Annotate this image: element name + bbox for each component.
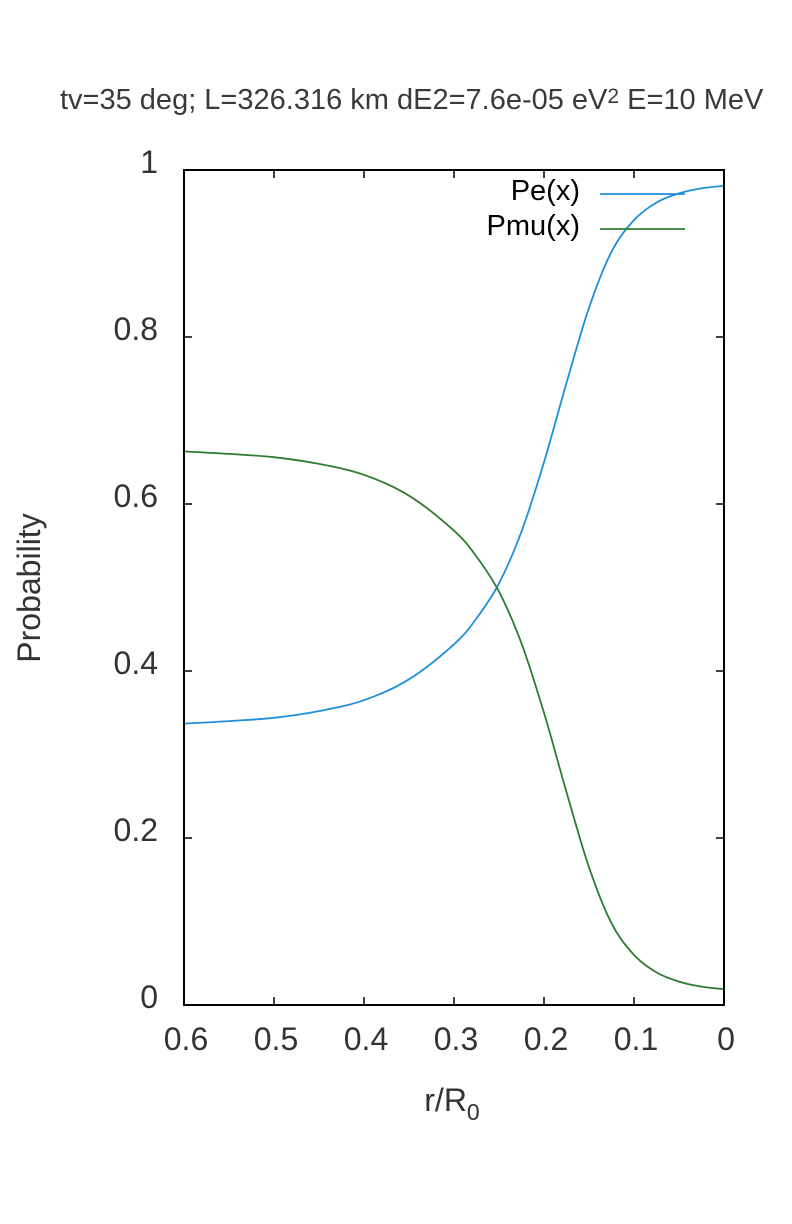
x-axis-label: r/R0 bbox=[424, 1082, 479, 1125]
x-axis-label-subscript: 0 bbox=[467, 1099, 480, 1125]
y-tick-label: 0.2 bbox=[114, 812, 158, 848]
y-tick-label: 0.6 bbox=[114, 478, 158, 514]
y-tick-label: 0.4 bbox=[114, 645, 158, 681]
legend-label: Pmu(x) bbox=[487, 210, 580, 242]
series-line-pe bbox=[183, 185, 725, 725]
y-tick-label: 1 bbox=[140, 144, 158, 180]
y-tick-label: 0.8 bbox=[114, 311, 158, 347]
ticks-layer: 0.6 0.5 0.4 0.3 0.2 0.1 0 0 0.2 0.4 0.6 0.8 1 bbox=[114, 144, 735, 1057]
chart-title-tail: E=10 MeV bbox=[619, 84, 764, 116]
x-tick-label: 0.1 bbox=[614, 1021, 658, 1057]
x-tick-label: 0.3 bbox=[434, 1021, 478, 1057]
chart-title-superscript: 2 bbox=[607, 85, 620, 108]
x-tick-label: 0 bbox=[717, 1021, 735, 1057]
x-tick-label: 0.2 bbox=[524, 1021, 568, 1057]
plot-frame bbox=[183, 169, 725, 1006]
legend-label: Pe(x) bbox=[511, 175, 580, 207]
chart-title: tv=35 deg; L=326.316 km dE2=7.6e-05 eV2 … bbox=[60, 84, 763, 117]
x-tick-label: 0.5 bbox=[254, 1021, 298, 1057]
x-axis-label-main: r/R bbox=[424, 1082, 467, 1118]
legend: Pe(x)Pmu(x) bbox=[487, 175, 685, 242]
y-axis-label: Probability bbox=[11, 513, 47, 662]
x-tick-label: 0.4 bbox=[344, 1021, 388, 1057]
x-tick-label: 0.6 bbox=[164, 1021, 208, 1057]
y-tick-label: 0 bbox=[140, 979, 158, 1015]
series-line-pmu bbox=[183, 450, 725, 990]
lines-layer bbox=[183, 185, 725, 990]
chart-title-main: tv=35 deg; L=326.316 km dE2=7.6e-05 eV bbox=[60, 84, 608, 116]
